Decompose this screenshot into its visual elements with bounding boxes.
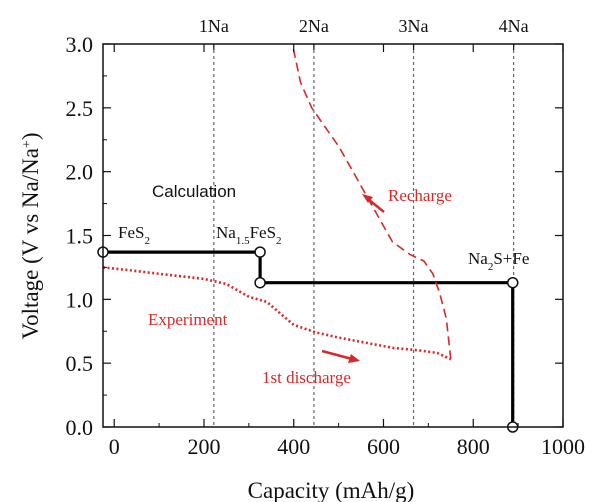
annot-calculation: Calculation — [152, 182, 236, 201]
calc-point-marker — [254, 276, 266, 289]
top-marker-label: 2Na — [299, 16, 329, 36]
annot-recharge: Recharge — [388, 186, 452, 205]
series-line-experiment-discharge — [102, 266, 452, 361]
discharge-arrow-icon — [321, 349, 360, 363]
x-tick-label: 400 — [277, 434, 310, 459]
series-line-recharge — [292, 43, 452, 360]
y-tick-label: 2.5 — [66, 96, 94, 121]
annot-1st-discharge: 1st discharge — [262, 368, 351, 387]
annot-experiment: Experiment — [148, 310, 228, 329]
y-tick-label: 0.5 — [66, 351, 94, 376]
recharge-arrow-icon — [362, 194, 385, 213]
x-tick-label: 600 — [367, 434, 400, 459]
top-marker-label: 1Na — [199, 16, 229, 36]
top-marker-label: 4Na — [499, 16, 529, 36]
calc-point-marker — [254, 246, 266, 258]
top-marker-label: 3Na — [399, 16, 429, 36]
y-tick-label: 1.0 — [66, 287, 94, 312]
x-tick-label: 200 — [187, 434, 220, 459]
series-line-calculation — [103, 250, 515, 427]
label-na15fes2: Na1.5FeS2 — [216, 223, 282, 247]
x-tick-label: 0 — [109, 434, 120, 459]
y-tick-label: 2.0 — [66, 160, 94, 185]
y-axis-title: Voltage (V vs Na/Na+) — [18, 132, 43, 339]
y-tick-label: 1.5 — [66, 224, 94, 249]
tick-labels: 1Na 2Na 3Na 4Na 0 200 400 600 800 1000 0.0 0.5 1.0 1.… — [66, 16, 586, 459]
y-tick-label: 3.0 — [66, 32, 94, 57]
calc-point-marker — [506, 276, 519, 289]
x-axis-title: Capacity (mAh/g) — [248, 478, 415, 502]
x-tick-label: 1000 — [541, 434, 585, 459]
y-tick-label: 0.0 — [66, 415, 94, 440]
label-fes2: FeS2 — [118, 223, 150, 247]
label-na2s-fe: Na2S+Fe — [468, 249, 529, 273]
x-tick-label: 800 — [457, 434, 490, 459]
axis-ticks — [103, 43, 564, 428]
